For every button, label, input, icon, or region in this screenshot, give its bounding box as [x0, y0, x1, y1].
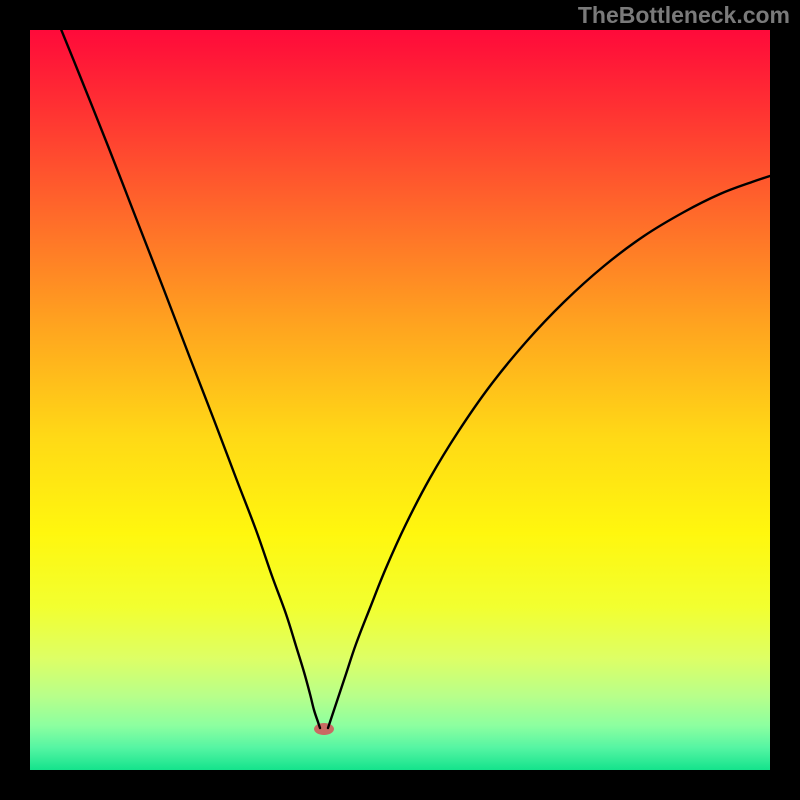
- outer-frame: TheBottleneck.com: [0, 0, 800, 800]
- bottleneck-minimum-marker: [314, 723, 334, 735]
- watermark-text: TheBottleneck.com: [578, 2, 790, 29]
- gradient-background: [30, 30, 770, 770]
- plot-area: [30, 30, 770, 770]
